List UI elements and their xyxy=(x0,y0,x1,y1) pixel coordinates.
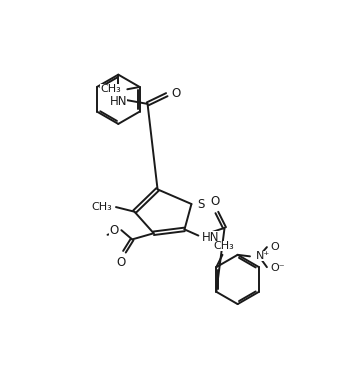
Text: N⁺: N⁺ xyxy=(256,251,271,261)
Text: CH₃: CH₃ xyxy=(91,202,112,212)
Text: CH₃: CH₃ xyxy=(101,84,121,94)
Text: O: O xyxy=(117,256,126,269)
Text: HN: HN xyxy=(201,231,219,244)
Text: O: O xyxy=(270,242,279,252)
Text: S: S xyxy=(198,197,205,210)
Text: HN: HN xyxy=(109,95,127,108)
Text: O: O xyxy=(210,195,219,208)
Text: CH₃: CH₃ xyxy=(214,241,234,251)
Text: O: O xyxy=(109,224,118,237)
Text: O: O xyxy=(171,88,181,100)
Text: O⁻: O⁻ xyxy=(270,263,285,273)
